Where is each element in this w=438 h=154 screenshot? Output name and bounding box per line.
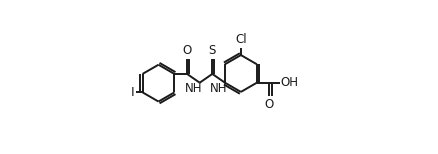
Text: I: I [131, 86, 135, 99]
Text: NH: NH [185, 82, 202, 95]
Text: S: S [208, 44, 216, 57]
Text: Cl: Cl [235, 33, 247, 46]
Text: O: O [265, 98, 274, 111]
Text: O: O [183, 44, 192, 57]
Text: OH: OH [281, 76, 299, 89]
Text: NH: NH [210, 82, 228, 95]
